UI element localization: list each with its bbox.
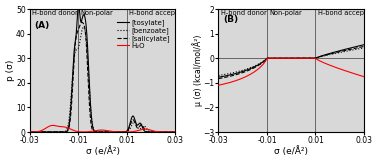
Text: H-bond donor: H-bond donor (221, 10, 266, 16)
Text: H-bond acceptor: H-bond acceptor (318, 10, 373, 16)
Text: (B): (B) (223, 15, 238, 24)
X-axis label: σ (e/Å²): σ (e/Å²) (85, 147, 119, 156)
Text: H-bond donor: H-bond donor (32, 10, 78, 16)
Text: Non-polar: Non-polar (270, 10, 302, 16)
Y-axis label: p (σ): p (σ) (6, 60, 15, 81)
Text: H-bond acceptor: H-bond acceptor (129, 10, 185, 16)
Legend: [tosylate], [benzoate], [salicylate], H₂O: [tosylate], [benzoate], [salicylate], H₂… (116, 19, 170, 49)
Text: (A): (A) (34, 21, 50, 30)
Y-axis label: μ (σ) (kcal/mol/Å²): μ (σ) (kcal/mol/Å²) (192, 35, 203, 106)
Text: Non-polar: Non-polar (81, 10, 113, 16)
X-axis label: σ (e/Å²): σ (e/Å²) (274, 147, 308, 156)
